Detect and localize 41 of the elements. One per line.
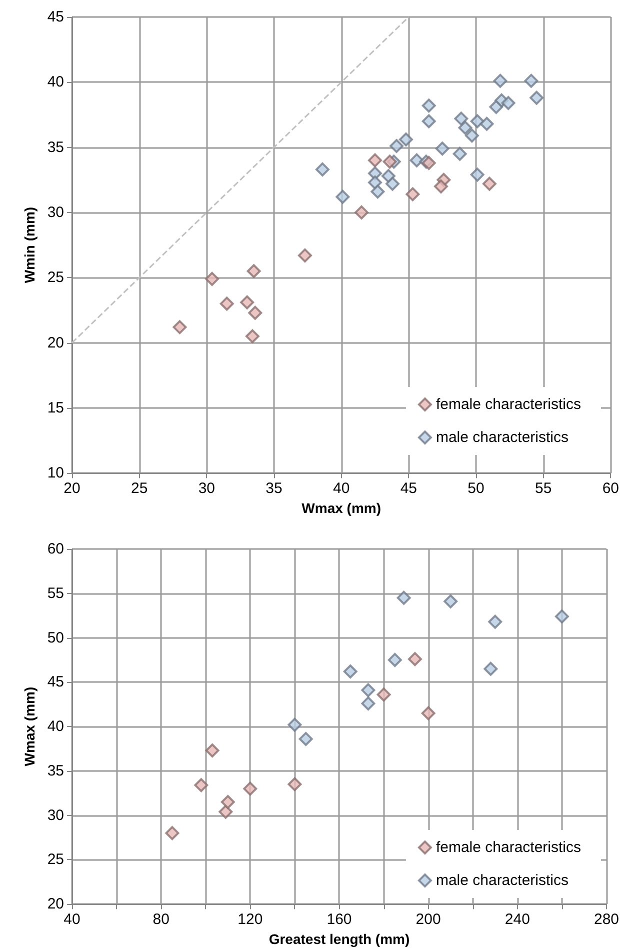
y-tick-label: 25 [47,851,64,868]
x-tick-label: 25 [130,480,148,498]
x-tick-label: 60 [602,480,619,498]
y-tick-label: 60 [47,540,64,558]
legend-label: male characteristics [436,872,568,889]
x-tick-label: 20 [64,480,80,498]
x-tick-label: 120 [238,911,263,928]
y-tick-label: 40 [47,74,64,91]
x-tick-label: 55 [534,480,552,498]
x-tick-label: 30 [198,480,216,498]
legend-label: female characteristics [436,396,582,413]
y-tick-label: 20 [47,334,64,352]
legend-label: female characteristics [436,839,582,856]
x-axis-title: Wmax (mm) [302,500,382,516]
y-tick-label: 50 [47,629,64,646]
y-tick-label: 20 [47,896,64,913]
x-tick-label: 50 [468,480,484,498]
y-tick-label: 30 [47,204,64,221]
x-tick-label: 40 [332,480,350,498]
x-tick-label: 280 [594,911,619,928]
x-tick-label: 45 [400,480,418,498]
y-tick-label: 35 [47,138,64,156]
y-tick-label: 10 [47,464,64,482]
x-tick-label: 80 [152,911,170,928]
y-tick-label: 15 [47,399,64,416]
x-axis-title: Greatest length (mm) [268,931,410,947]
x-tick-label: 240 [504,911,530,928]
y-tick-label: 30 [47,806,64,824]
x-tick-label: 40 [64,911,80,928]
y-tick-label: 45 [47,8,64,26]
x-tick-label: 200 [416,911,441,928]
y-tick-label: 55 [47,584,64,602]
y-tick-label: 45 [47,674,64,691]
legend-label: male characteristics [436,429,568,446]
y-tick-label: 25 [47,269,64,286]
x-tick-label: 160 [326,911,352,928]
y-tick-label: 35 [47,762,64,780]
y-tick-label: 40 [47,718,64,736]
x-tick-label: 35 [266,480,282,498]
y-axis-title: Wmin (mm) [21,206,38,284]
y-axis-title: Wmax (mm) [21,686,38,766]
